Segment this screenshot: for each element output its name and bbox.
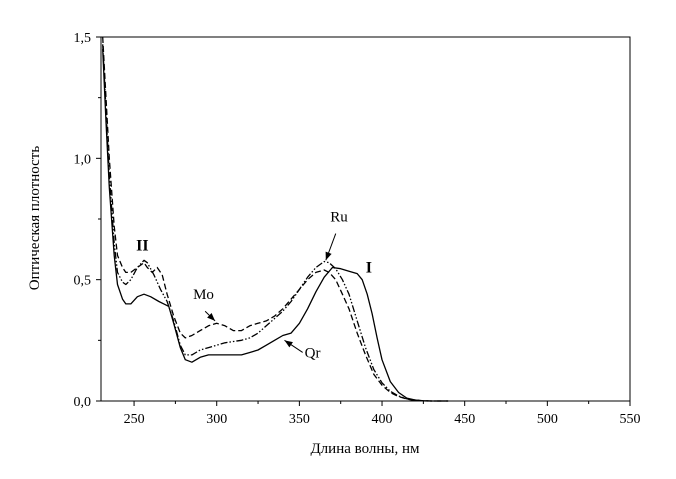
y-axis-ticks: 0,0 0,5 1,0 1,5 [74,31,101,410]
x-tick-label: 300 [206,412,227,427]
x-tick-label: 500 [537,412,558,427]
annotation-label: II [136,238,148,255]
arrow-head-mo [207,313,216,321]
annotation-label: Mo [193,287,214,303]
series-lines [102,36,449,402]
series-line-ru [102,44,449,402]
x-axis-label: Длина волны, нм [310,441,420,457]
x-axis-ticks: 250 300 350 400 450 500 550 [124,401,641,427]
y-axis-label: Оптическая плотность [27,146,43,291]
series-line-mo [102,36,449,402]
y-tick-label: 0,5 [74,274,92,289]
arrow-head-ru [325,251,332,261]
x-tick-label: 350 [289,412,310,427]
annotation-label: Qr [305,345,321,361]
annotation-arrows [204,233,337,353]
series-line-qr [102,49,449,402]
x-tick-label: 450 [454,412,475,427]
y-tick-label: 1,0 [74,152,92,167]
arrow-head-qr [284,340,293,348]
y-tick-label: 0,0 [74,395,92,410]
x-tick-label: 550 [620,412,641,427]
x-tick-label: 400 [372,412,393,427]
x-tick-label: 250 [124,412,145,427]
y-tick-label: 1,5 [74,31,92,46]
annotation-label: Ru [330,209,348,225]
annotation-label: I [366,259,372,276]
